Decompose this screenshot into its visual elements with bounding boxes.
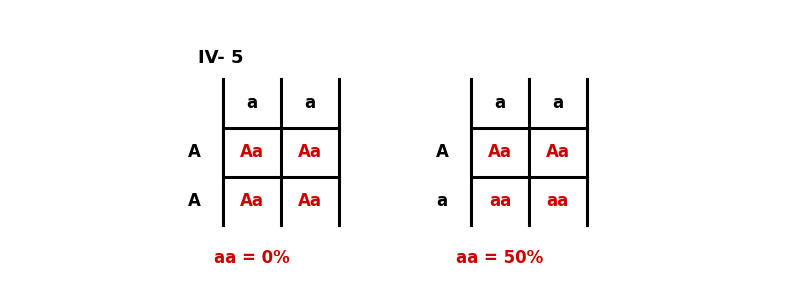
Text: a: a bbox=[246, 95, 258, 113]
Text: a: a bbox=[552, 95, 563, 113]
Text: a: a bbox=[437, 192, 447, 210]
Text: aa: aa bbox=[546, 192, 569, 210]
Text: Aa: Aa bbox=[298, 192, 322, 210]
Text: Aa: Aa bbox=[240, 143, 264, 161]
Text: Aa: Aa bbox=[488, 143, 512, 161]
Text: a: a bbox=[494, 95, 506, 113]
Text: aa = 0%: aa = 0% bbox=[214, 249, 290, 267]
Text: A: A bbox=[187, 143, 201, 161]
Text: IV- 5: IV- 5 bbox=[198, 49, 244, 67]
Text: Aa: Aa bbox=[240, 192, 264, 210]
Text: aa: aa bbox=[489, 192, 511, 210]
Text: A: A bbox=[187, 192, 201, 210]
Text: Aa: Aa bbox=[298, 143, 322, 161]
Text: A: A bbox=[435, 143, 449, 161]
Text: aa = 50%: aa = 50% bbox=[456, 249, 543, 267]
Text: a: a bbox=[304, 95, 315, 113]
Text: Aa: Aa bbox=[546, 143, 570, 161]
